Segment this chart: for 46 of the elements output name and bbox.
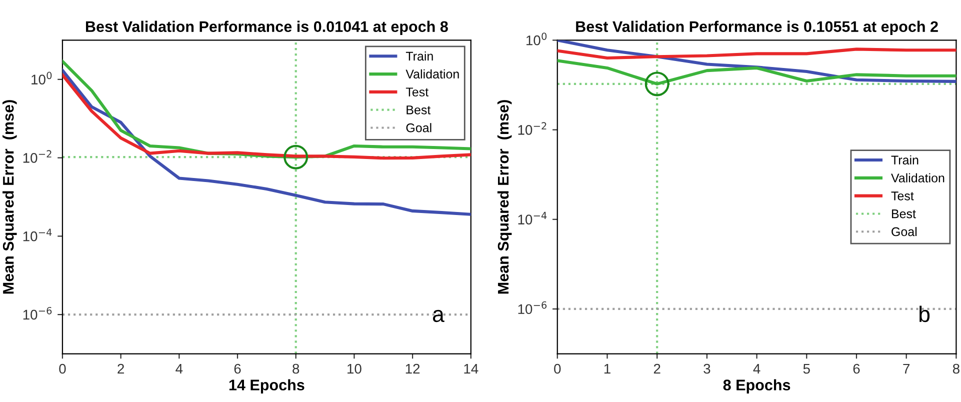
line-series xyxy=(62,68,471,216)
legend-label: Best xyxy=(406,106,431,114)
legend-label: Validation xyxy=(406,69,459,79)
y-tick-label: 10$^{−4}$ xyxy=(23,228,52,242)
x-tick-label: 5 xyxy=(803,364,810,374)
x-tick-label: 6 xyxy=(234,364,241,374)
y-axis-title: Mean Squared Error (mse) xyxy=(497,100,512,294)
x-tick-label: 8 xyxy=(952,364,960,374)
x-tick-label: 2 xyxy=(654,364,660,374)
y-tick-label: 10$^{0}$ xyxy=(32,72,52,84)
chart-title: Best Validation Performance is 0.10551 at epoch 2 xyxy=(576,20,938,36)
y-tick-label: 10$^{−2}$ xyxy=(23,150,52,163)
y-tick-label: 10$^{−2}$ xyxy=(518,122,546,135)
x-tick-label: 14 xyxy=(464,364,478,374)
legend-label: Test xyxy=(891,192,914,200)
x-tick-label: 12 xyxy=(406,364,420,374)
y-tick-label: 10$^{−6}$ xyxy=(23,306,52,320)
x-tick-label: 1 xyxy=(604,364,610,374)
y-tick-label: 10$^{−6}$ xyxy=(518,301,547,314)
legend-label: Train xyxy=(406,51,433,61)
x-tick-label: 0 xyxy=(59,364,66,374)
x-tick-label: 8 xyxy=(292,364,300,374)
legend-label: Goal xyxy=(892,226,917,236)
x-tick-label: 10 xyxy=(348,364,362,374)
x-tick-label: 7 xyxy=(903,364,910,374)
chart-title: Best Validation Performance is 0.01041 at epoch 8 xyxy=(86,20,448,36)
legend-label: Best xyxy=(892,210,916,218)
legend-label: Validation xyxy=(891,173,944,182)
x-tick-label: 6 xyxy=(853,364,860,374)
y-tick-label: 10$^{−4}$ xyxy=(518,212,547,224)
y-tick-label: 10$^{0}$ xyxy=(526,32,547,46)
x-tick-label: 2 xyxy=(118,364,124,374)
annotation: b xyxy=(920,306,930,322)
legend-label: Train xyxy=(891,155,918,165)
line-series xyxy=(557,59,956,86)
x-axis-title: 8 Epochs xyxy=(723,379,790,394)
annotation: a xyxy=(432,310,444,322)
x-tick-label: 3 xyxy=(704,364,710,374)
legend-label: Goal xyxy=(406,123,432,132)
x-tick-label: 4 xyxy=(176,364,183,374)
x-tick-label: 4 xyxy=(753,364,760,374)
legend-label: Test xyxy=(406,88,428,96)
x-tick-label: 0 xyxy=(554,364,561,374)
y-axis-title: Mean Squared Error (mse) xyxy=(2,100,17,294)
line-series xyxy=(557,48,956,60)
x-axis-title: 14 Epochs xyxy=(229,379,304,394)
